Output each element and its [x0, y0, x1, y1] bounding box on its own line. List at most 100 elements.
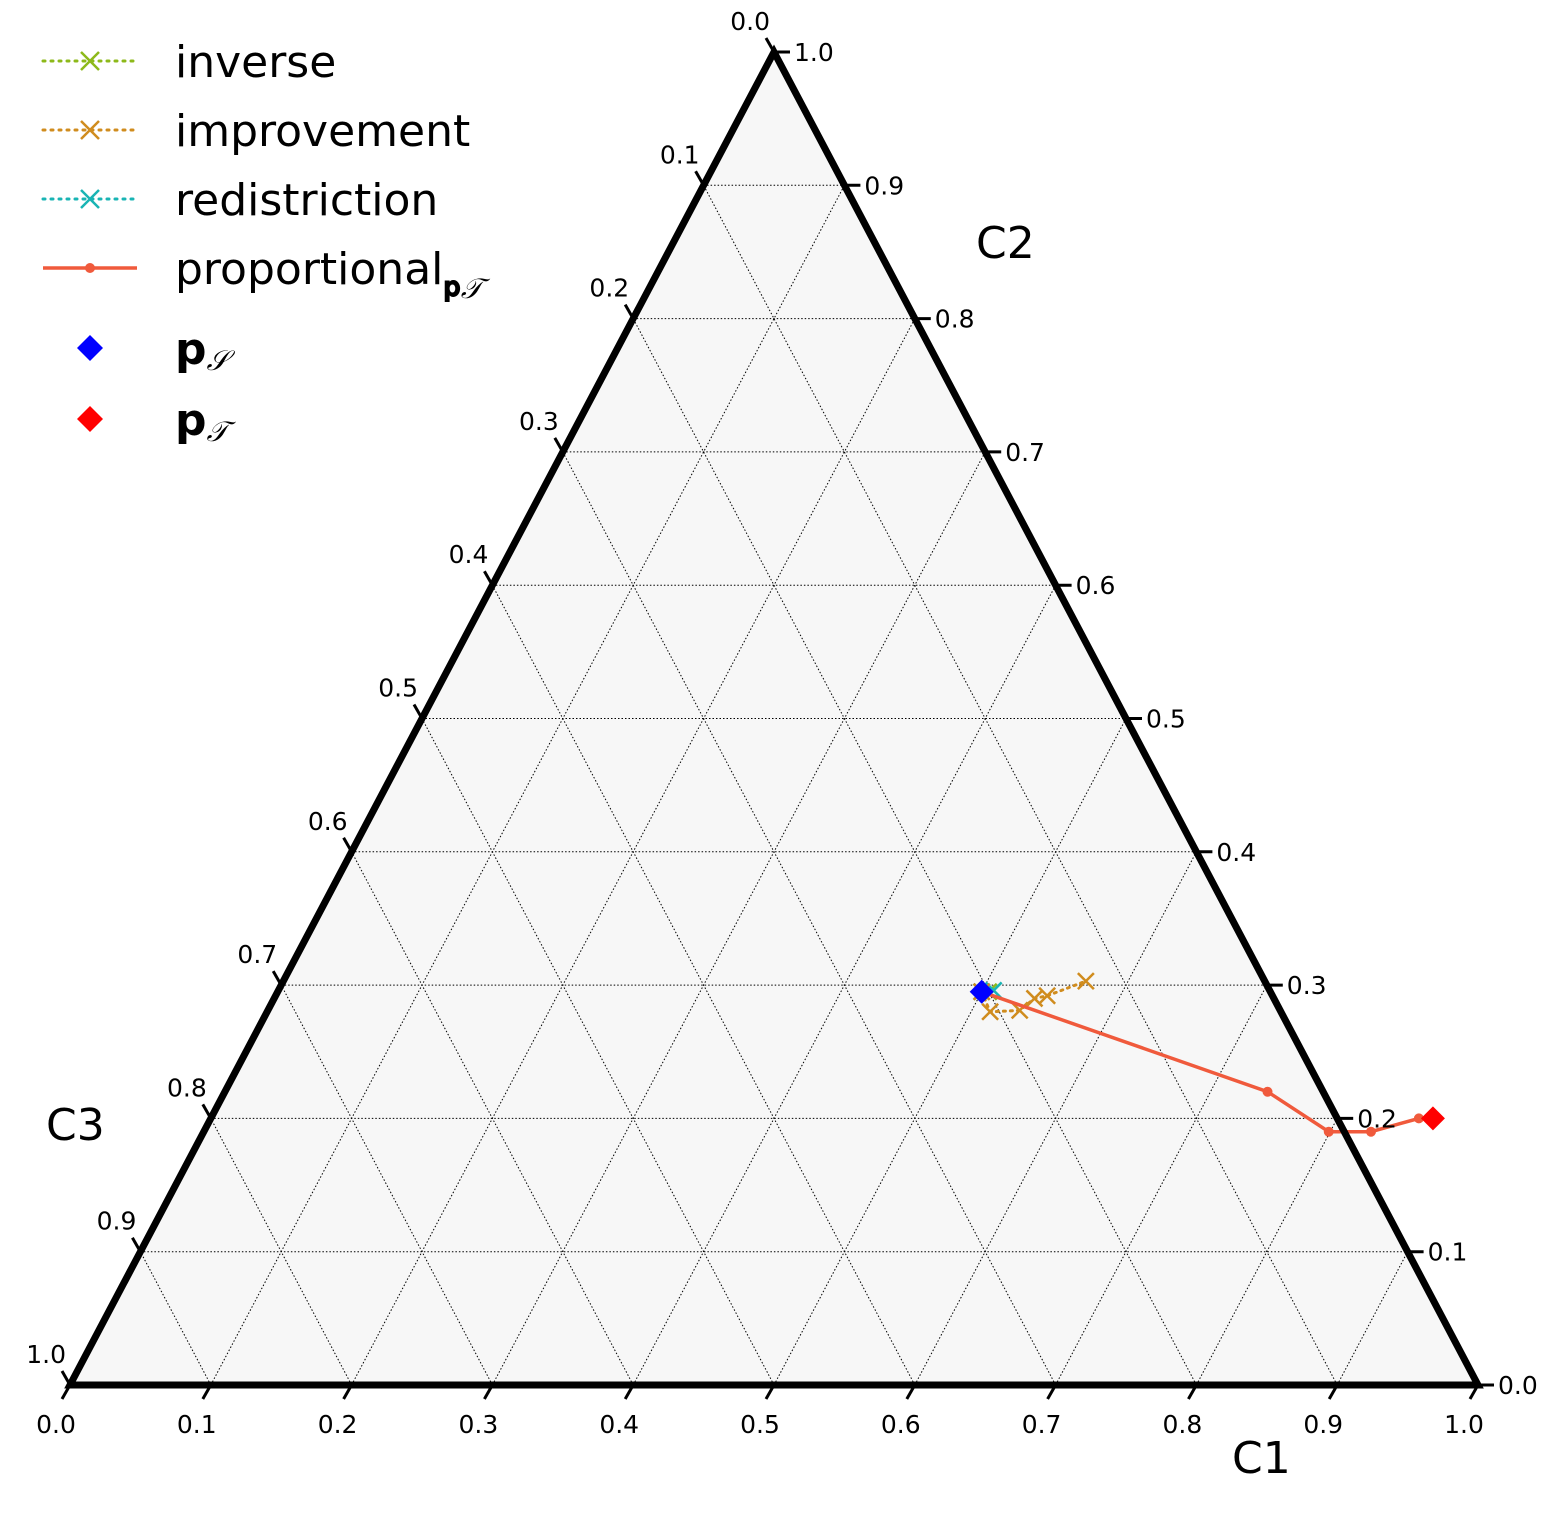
tick-mark-c1 — [201, 1384, 213, 1400]
tick-label-c2: 0.0 — [1498, 1371, 1538, 1400]
legend-label: p𝒯 — [175, 395, 237, 448]
tick-label-c1: 0.7 — [1022, 1410, 1062, 1439]
tick-label-c2: 0.7 — [1005, 438, 1045, 467]
legend-label: improvement — [175, 106, 470, 157]
tick-mark-c1 — [623, 1384, 635, 1400]
tick-mark-c3 — [131, 1236, 142, 1253]
tick-mark-c1 — [1327, 1384, 1339, 1400]
legend-marker — [85, 263, 95, 273]
tick-mark-c1 — [1187, 1384, 1198, 1400]
tick-mark-c3 — [553, 437, 565, 453]
tick-label-c1: 0.2 — [318, 1410, 358, 1439]
legend: inverse improvement redistriction proportio… — [41, 37, 491, 448]
legend-label: redistriction — [175, 175, 438, 226]
tick-label-c3: 0.1 — [660, 140, 700, 169]
legend-entry-improvement: improvement — [41, 106, 470, 157]
legend-marker — [80, 51, 100, 71]
legend-marker — [77, 335, 103, 361]
marker-proportional — [1323, 1126, 1334, 1137]
tick-mark-c3 — [694, 170, 705, 187]
grid-line — [491, 584, 916, 1386]
grid-line — [210, 185, 845, 1386]
tick-label-c3: 0.4 — [449, 540, 489, 569]
tick-label-c1: 0.9 — [1303, 1410, 1343, 1439]
marker-improvement — [981, 1002, 1000, 1021]
tick-label-c1: 0.4 — [599, 1410, 639, 1439]
tick-mark-c3 — [60, 1370, 72, 1386]
tick-label-c3: 0.0 — [730, 7, 770, 36]
tick-mark-c3 — [764, 37, 776, 53]
triangle-background — [70, 52, 1478, 1385]
tick-mark-c1 — [1046, 1384, 1057, 1400]
grid-line — [703, 185, 1338, 1386]
tick-mark-c3 — [412, 703, 424, 720]
legend-marker — [77, 406, 103, 432]
legend-entry-p-t: p𝒯 — [77, 395, 237, 448]
tick-label-c1: 0.8 — [1163, 1410, 1203, 1439]
tick-label-c3: 0.3 — [519, 407, 559, 436]
tick-label-c2: 0.2 — [1357, 1104, 1397, 1133]
tick-mark-c1 — [483, 1384, 494, 1400]
tick-label-c3: 1.0 — [26, 1340, 66, 1369]
legend-marker — [80, 120, 100, 140]
tick-label-c2: 1.0 — [794, 38, 834, 67]
tick-mark-c3 — [201, 1103, 213, 1120]
grid-lines — [139, 184, 1409, 1386]
tick-mark-c3 — [483, 570, 494, 586]
axis-title-c1: C1 — [1232, 1433, 1291, 1484]
marker-improvement — [1076, 972, 1095, 990]
tick-label-c2: 0.6 — [1076, 571, 1116, 600]
tick-label-c3: 0.5 — [378, 674, 418, 703]
series-line-improvement — [980, 979, 1088, 1014]
tick-label-c2: 0.4 — [1216, 838, 1256, 867]
grid-line — [1336, 1251, 1409, 1386]
tick-label-c3: 0.6 — [308, 807, 348, 836]
grid-line — [632, 318, 1197, 1386]
legend-label: inverse — [175, 37, 336, 88]
axis-title-c3: C3 — [46, 1100, 105, 1151]
tick-mark-c3 — [271, 970, 283, 986]
axis-title-c2: C2 — [976, 218, 1035, 269]
grid-line — [562, 451, 1057, 1386]
marker-proportional — [1262, 1086, 1273, 1097]
legend-entry-p-s: p𝒮 — [77, 324, 236, 377]
marker-improvement — [1038, 986, 1057, 1005]
tick-label-c1: 0.6 — [881, 1410, 921, 1439]
tick-mark-c1 — [905, 1384, 917, 1400]
tick-label-c2: 0.3 — [1287, 971, 1327, 1000]
grid-line — [351, 851, 634, 1386]
tick-label-c3: 0.7 — [237, 940, 277, 969]
tick-label-c3: 0.9 — [97, 1207, 137, 1236]
tick-label-c1: 1.0 — [1444, 1410, 1484, 1439]
legend-label: p𝒮 — [175, 324, 236, 377]
legend-entry-proportional: proportional𝐩𝒯 — [43, 244, 491, 305]
tick-label-c1: 0.1 — [177, 1410, 217, 1439]
grid-line — [139, 1251, 212, 1386]
tick-label-c2: 0.9 — [864, 171, 904, 200]
tick-label-c2: 0.8 — [935, 305, 975, 334]
axis-ticks: 0.0 0.0 0.0 0.1 0.1 0.1 0.2 0.2 0.2 0.3 0.3 0.3 0.4 0… — [26, 7, 1538, 1439]
tick-label-c1: 0.5 — [740, 1410, 780, 1439]
tick-label-c1: 0.0 — [36, 1410, 76, 1439]
tick-mark-c1 — [764, 1384, 776, 1400]
tick-label-c2: 0.1 — [1428, 1238, 1468, 1267]
legend-marker — [80, 189, 100, 209]
tick-label-c2: 0.5 — [1146, 705, 1186, 734]
grid-line — [491, 451, 986, 1386]
tick-label-c1: 0.3 — [459, 1410, 499, 1439]
tick-label-c3: 0.2 — [589, 274, 629, 303]
tick-mark-c1 — [60, 1384, 72, 1400]
tick-mark-c3 — [623, 303, 635, 320]
tick-mark-c1 — [342, 1384, 353, 1400]
marker-proportional — [1413, 1113, 1424, 1124]
tick-mark-c3 — [342, 837, 353, 853]
tick-label-c3: 0.8 — [167, 1073, 207, 1102]
series-layer — [969, 972, 1445, 1137]
grid-line — [210, 1118, 353, 1386]
legend-entry-redistriction: redistriction — [41, 175, 438, 226]
marker-proportional — [1365, 1126, 1376, 1137]
marker-p-t — [1420, 1106, 1445, 1131]
legend-entry-inverse: inverse — [41, 37, 336, 88]
marker-p-s — [969, 979, 994, 1004]
